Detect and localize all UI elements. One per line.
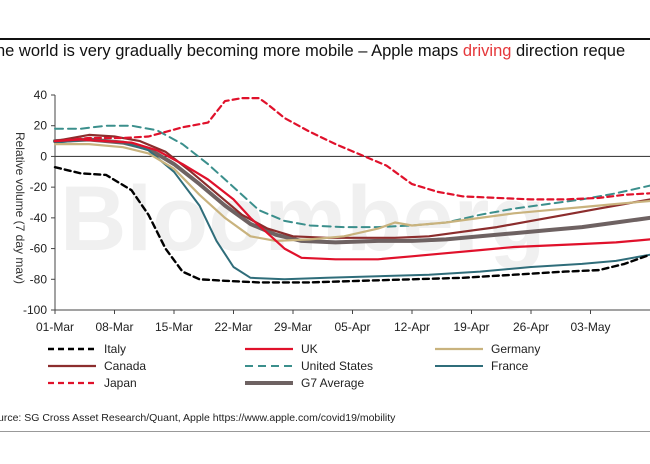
- y-tick-label: 20: [34, 119, 48, 133]
- x-tick-label: 15-Mar: [155, 320, 193, 334]
- series-line-france: [54, 138, 650, 281]
- legend-label: Japan: [104, 376, 137, 390]
- legend-label: Germany: [491, 342, 540, 356]
- y-tick-label: -80: [30, 272, 48, 286]
- y-tick-label: -100: [23, 303, 47, 317]
- legend-label: G7 Average: [301, 376, 364, 390]
- plot-area: 40 20 0 -20 -40 -60 -80 -100 01-Mar 08-Mar 15-Mar 2…: [23, 88, 650, 334]
- title-rule: [0, 38, 650, 40]
- y-tick-label: -60: [30, 242, 48, 256]
- legend-label: Canada: [104, 359, 146, 373]
- legend: Italy UK Germany Canada United States France J…: [48, 342, 540, 390]
- x-tick-label: 01-Mar: [36, 320, 74, 334]
- y-tick-label: -20: [30, 180, 48, 194]
- x-tick-label: 29-Mar: [274, 320, 312, 334]
- legend-label: Italy: [104, 342, 126, 356]
- y-tick-label: -40: [30, 211, 48, 225]
- x-tick-label: 19-Apr: [453, 320, 489, 334]
- y-tick-label: 0: [40, 149, 47, 163]
- series-line-italy: [53, 166, 650, 284]
- series-line-uk: [53, 138, 650, 261]
- x-tick-label: 03-May: [570, 320, 610, 334]
- x-tick-label: 26-Apr: [513, 320, 549, 334]
- series-line-japan: [53, 97, 650, 201]
- footer-rule: [0, 431, 650, 432]
- legend-label: France: [491, 359, 529, 373]
- y-axis-label: Relative volume (7 day mav): [13, 132, 27, 284]
- series-line-united-states: [54, 124, 650, 229]
- legend-label: UK: [301, 342, 318, 356]
- series-line-germany: [53, 143, 650, 242]
- title-text-end: direction reque: [511, 42, 626, 60]
- y-tick-label: 40: [34, 88, 48, 102]
- chart-title: he world is very gradually becoming more…: [0, 42, 625, 61]
- x-tick-label: 05-Apr: [334, 320, 370, 334]
- x-tick-label: 12-Apr: [394, 320, 430, 334]
- source-note: urce: SG Cross Asset Research/Quant, App…: [0, 412, 396, 424]
- legend-label: United States: [301, 359, 373, 373]
- series-line-g7-average: [53, 137, 650, 245]
- title-text-start: he world is very gradually becoming more…: [0, 42, 463, 60]
- x-tick-label: 22-Mar: [214, 320, 252, 334]
- title-highlight: driving: [462, 42, 512, 60]
- x-tick-label: 08-Mar: [95, 320, 133, 334]
